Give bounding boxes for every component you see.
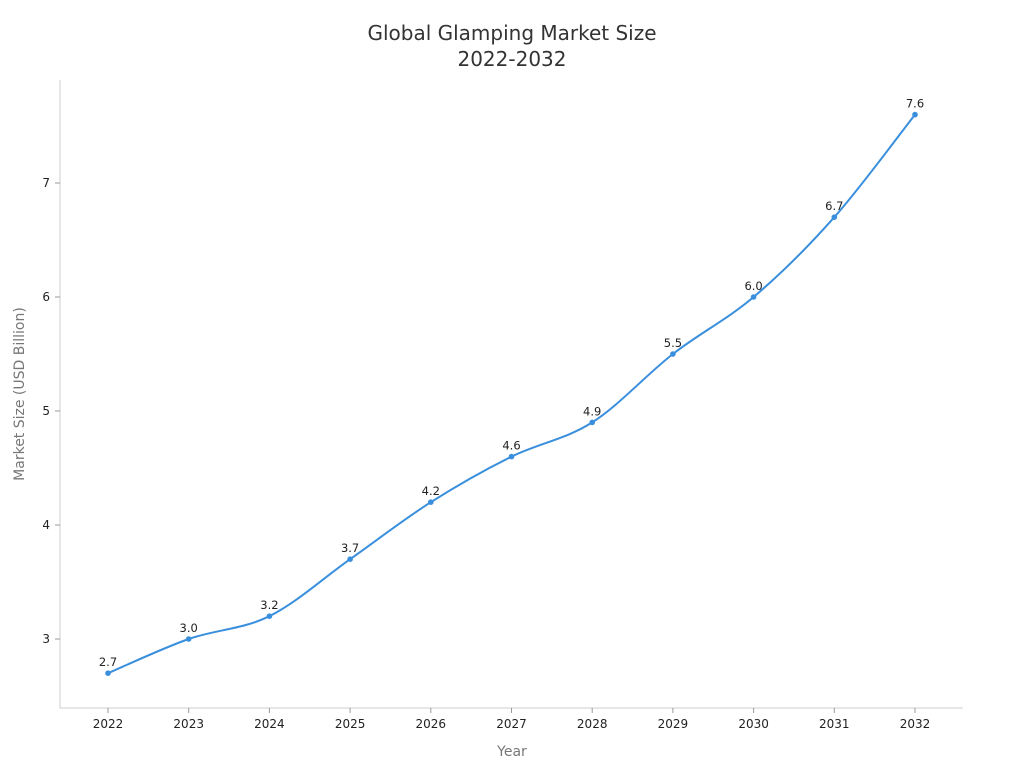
data-point (831, 214, 838, 220)
x-tick-label: 2024 (254, 717, 285, 731)
y-tick-label: 7 (42, 176, 50, 190)
data-points (105, 111, 918, 676)
y-tick-label: 4 (42, 518, 50, 532)
data-point (750, 294, 757, 300)
x-tick-label: 2022 (93, 717, 124, 731)
x-tick-label: 2031 (819, 717, 850, 731)
x-tick-label: 2029 (658, 717, 689, 731)
x-tick-label: 2032 (900, 717, 931, 731)
data-point (428, 499, 434, 506)
data-label: 3.7 (341, 541, 359, 555)
x-tick-label: 2030 (738, 717, 769, 731)
data-point (508, 453, 515, 460)
data-label: 4.9 (583, 404, 601, 418)
data-label: 2.7 (99, 655, 117, 669)
y-tick-label: 6 (42, 290, 50, 304)
data-point (589, 419, 595, 426)
data-label: 5.5 (664, 336, 682, 350)
x-tick-label: 2023 (173, 717, 204, 731)
data-label: 3.0 (180, 621, 198, 635)
data-labels: 2.7 3.0 3.2 3.7 4.2 4.6 4.9 5.5 6.0 6.7 7.6 (99, 97, 924, 670)
data-point (266, 613, 273, 619)
data-point (105, 670, 111, 676)
data-label: 3.2 (260, 598, 278, 612)
series-line (107, 113, 916, 675)
data-point (670, 351, 676, 357)
x-tick-label: 2026 (416, 717, 447, 731)
data-point (347, 556, 353, 562)
y-axis-ticks: 3 4 5 6 7 (42, 176, 60, 646)
data-label: 4.6 (502, 439, 520, 453)
y-tick-label: 5 (42, 404, 50, 418)
x-axis-ticks: 2022 2023 2024 2025 2026 2027 2028 2029 2030 2031… (93, 708, 931, 731)
data-label: 6.0 (744, 279, 762, 293)
data-label: 6.7 (825, 199, 843, 213)
x-tick-label: 2025 (335, 717, 366, 731)
x-axis-title: Year (496, 744, 527, 760)
x-tick-label: 2028 (577, 717, 608, 731)
chart-subtitle: 2022-2032 (457, 47, 566, 71)
data-label: 7.6 (906, 97, 924, 111)
data-point (185, 636, 192, 642)
data-point (912, 111, 918, 118)
y-tick-label: 3 (42, 632, 50, 646)
data-label: 4.2 (422, 484, 440, 498)
x-tick-label: 2027 (496, 717, 527, 731)
chart-title: Global Glamping Market Size (367, 21, 656, 45)
y-axis-title: Market Size (USD Billion) (12, 307, 28, 481)
